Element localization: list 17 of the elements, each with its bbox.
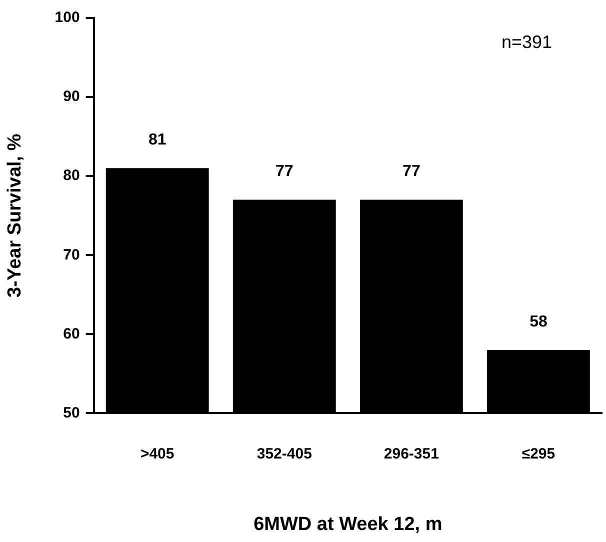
data-label: 77 (402, 163, 420, 180)
y-tick-label: 80 (63, 167, 80, 184)
y-tick-label: 70 (63, 246, 80, 264)
y-tick-label: 50 (63, 404, 80, 422)
data-label: 77 (275, 163, 294, 180)
y-tick-label: 100 (54, 9, 80, 26)
annotation: n=391 (501, 32, 552, 52)
x-tick-label: >405 (140, 445, 174, 462)
y-tick-label: 60 (63, 325, 80, 342)
x-tick-label: ≤295 (522, 445, 556, 462)
y-tick-label: 90 (63, 88, 80, 106)
y-axis-title: 3-Year Survival, % (4, 134, 26, 298)
data-label: 81 (148, 132, 166, 149)
data-label: 58 (530, 313, 548, 330)
x-tick-label: 296-351 (384, 445, 439, 462)
x-axis-title: 6MWD at Week 12, m (254, 514, 442, 535)
x-tick-label: 352-405 (256, 445, 312, 462)
